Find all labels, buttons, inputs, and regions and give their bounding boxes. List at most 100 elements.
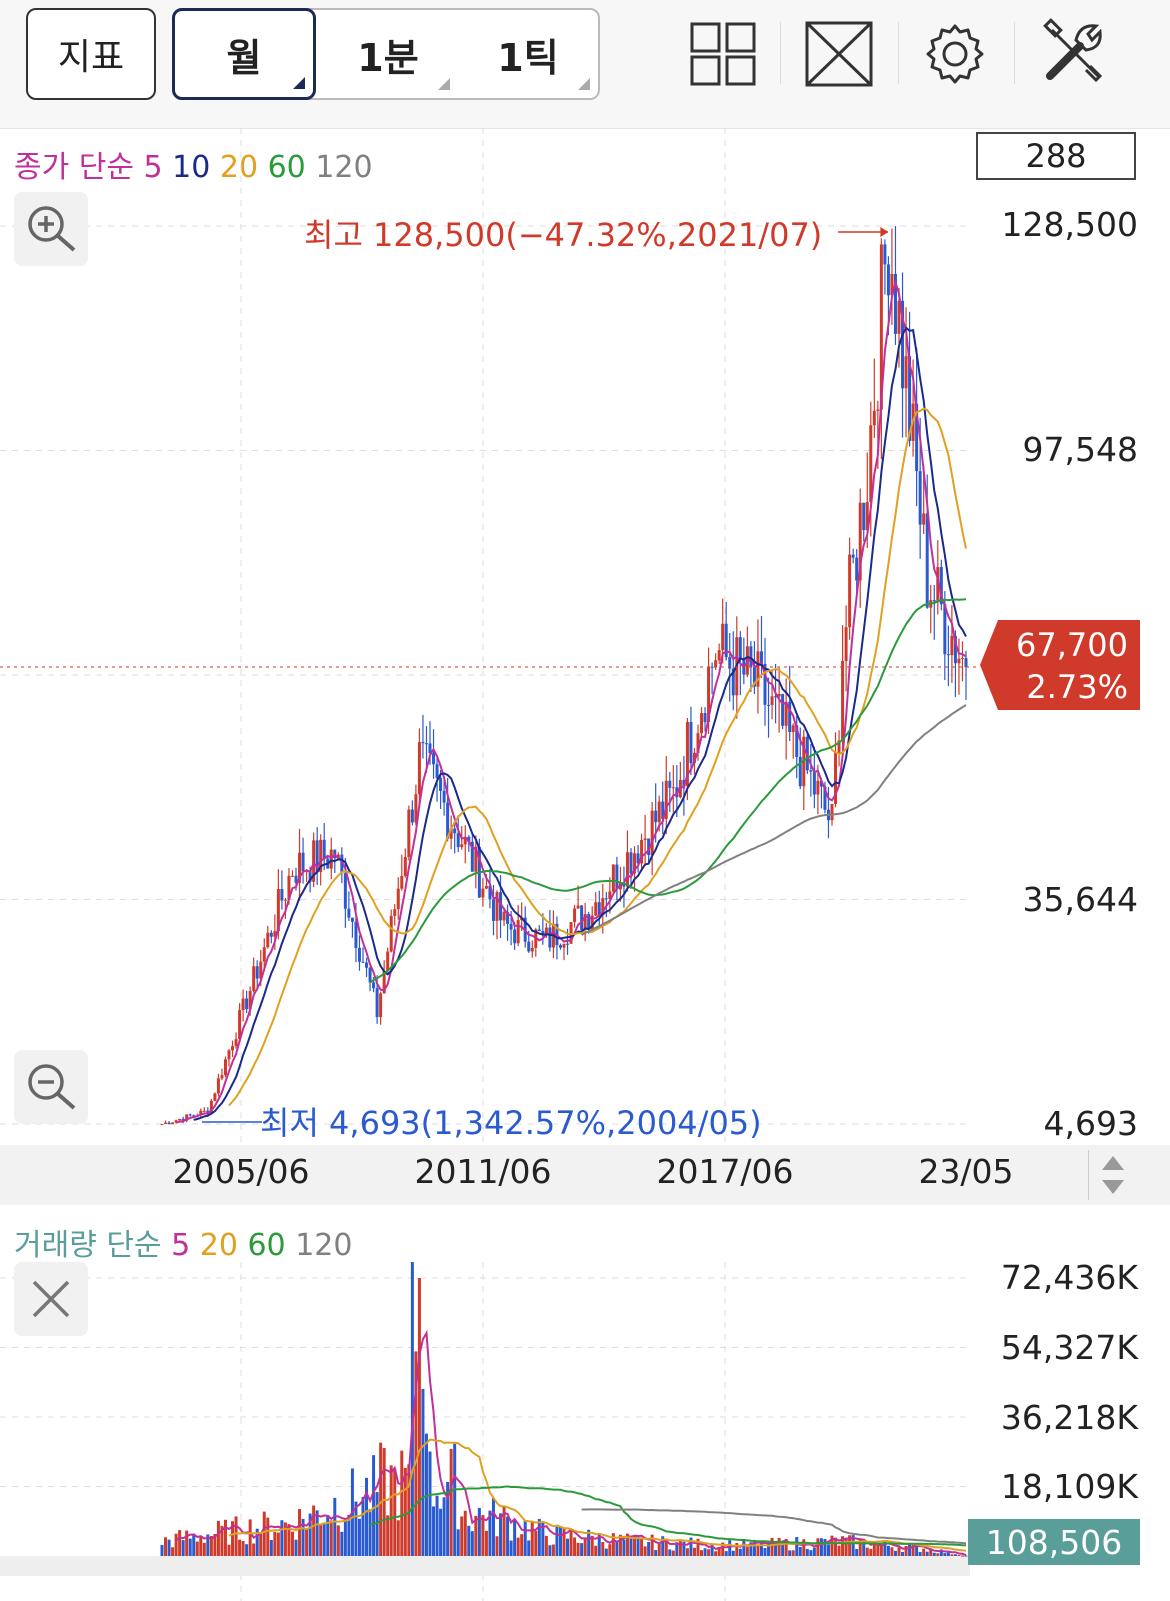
candle-body: [738, 637, 742, 659]
period-month-button[interactable]: 월: [172, 8, 316, 100]
candle-body: [347, 908, 351, 918]
volume-bar: [312, 1505, 316, 1556]
candle-body: [893, 273, 897, 334]
indicator-button[interactable]: 지표: [26, 8, 156, 100]
volume-bar: [689, 1537, 693, 1556]
volume-bar: [414, 1351, 418, 1556]
volume-bar: [858, 1539, 862, 1556]
candle-body: [671, 787, 675, 789]
volume-bar: [231, 1521, 235, 1556]
volume-bar: [477, 1507, 481, 1556]
zoom-out-button[interactable]: [14, 1050, 88, 1124]
candle-body: [569, 922, 573, 944]
volume-bar: [199, 1536, 203, 1556]
volume-bar: [756, 1544, 760, 1556]
candle-body: [601, 898, 605, 916]
candle-body: [178, 1118, 182, 1121]
low-annotation: 최저 4,693(1,342.57%,2004/05): [260, 1104, 762, 1142]
candle-body: [689, 721, 693, 764]
volume-bar: [897, 1547, 901, 1556]
candle-body: [283, 899, 287, 901]
candle-body: [957, 658, 961, 664]
volume-bar: [558, 1526, 562, 1556]
volume-bar: [523, 1520, 527, 1556]
candle-body: [791, 725, 795, 732]
candle-body: [308, 870, 312, 882]
tools-icon[interactable]: [1040, 18, 1110, 88]
volume-bar: [463, 1510, 467, 1556]
candle-body: [943, 604, 947, 655]
visible-count-box[interactable]: 288: [976, 132, 1136, 180]
period-1min-button[interactable]: 1분: [318, 10, 458, 98]
volume-bar: [608, 1544, 612, 1556]
volume-bar: [442, 1497, 446, 1556]
volume-bar: [749, 1542, 753, 1556]
candle-body: [819, 780, 823, 787]
volume-bar: [816, 1538, 820, 1556]
period-1tick-button[interactable]: 1틱: [458, 10, 598, 98]
period-1tick-label: 1틱: [497, 35, 559, 80]
volume-bar: [904, 1546, 908, 1556]
candle-body: [396, 888, 400, 910]
volume-bar: [160, 1544, 164, 1556]
zoom-in-button[interactable]: [14, 192, 88, 266]
volume-bar: [830, 1535, 834, 1556]
volume-bar: [347, 1514, 351, 1556]
candle-body: [319, 839, 323, 872]
volume-bar: [767, 1543, 771, 1556]
price-chart[interactable]: [0, 128, 1170, 1145]
volume-bar: [223, 1519, 227, 1556]
candle-body: [587, 914, 591, 930]
vol-legend-5: 5: [171, 1228, 191, 1263]
candle-body: [424, 743, 428, 745]
volume-bar: [410, 1262, 414, 1556]
volume-bar: [622, 1539, 626, 1556]
grid-layout-icon[interactable]: [688, 18, 758, 88]
candle-body: [915, 403, 919, 472]
candle-body: [231, 1046, 235, 1051]
vol-legend-title: 거래량 단순: [14, 1228, 162, 1263]
y-tick-label: 97,548: [1022, 430, 1138, 469]
volume-bar: [234, 1516, 238, 1556]
volume-bar: [950, 1554, 954, 1556]
candle-body: [456, 833, 460, 848]
vol-y-tick-label: 54,327K: [1000, 1328, 1138, 1367]
volume-bar: [714, 1551, 718, 1556]
volume-bar: [541, 1522, 545, 1556]
volume-bar: [280, 1520, 284, 1556]
candle-body: [400, 875, 404, 889]
volume-chart[interactable]: [0, 1262, 1170, 1601]
volume-bar: [682, 1541, 686, 1556]
volume-bar: [259, 1534, 263, 1556]
volume-bar: [509, 1540, 513, 1556]
dropdown-corner-icon: [293, 77, 305, 89]
volume-bar: [700, 1550, 704, 1556]
candle-body: [354, 921, 358, 948]
candle-body: [685, 721, 689, 787]
volume-bar: [777, 1537, 781, 1556]
fullscreen-icon[interactable]: [804, 18, 874, 88]
volume-bar: [862, 1539, 866, 1556]
current-change-value: 2.73%: [1026, 668, 1128, 706]
candle-body: [315, 840, 319, 872]
candle-body: [216, 1078, 220, 1094]
axis-scale-toggle[interactable]: [1088, 1150, 1138, 1200]
volume-bar: [812, 1547, 816, 1556]
candle-body: [470, 841, 474, 872]
vol-legend-20: 20: [199, 1228, 238, 1263]
candle-body: [710, 666, 714, 668]
volume-bar: [516, 1537, 520, 1556]
candle-body: [361, 961, 365, 963]
candle-body: [633, 853, 637, 874]
candle-body: [682, 779, 686, 787]
candle-body: [513, 929, 517, 944]
settings-gear-icon[interactable]: [920, 18, 990, 88]
candle-body: [759, 651, 763, 664]
candle-body: [417, 742, 421, 795]
volume-bar: [432, 1506, 436, 1556]
candle-body: [566, 943, 570, 945]
zoom-in-icon: [28, 206, 76, 252]
close-volume-button[interactable]: [14, 1262, 88, 1336]
candle-body: [301, 852, 305, 872]
candle-body: [453, 828, 457, 834]
